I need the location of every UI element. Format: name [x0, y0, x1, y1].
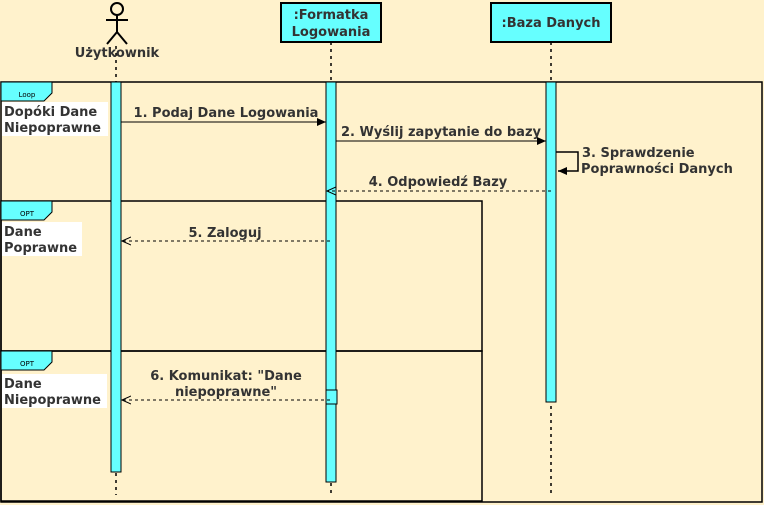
message-4-label: 4. Odpowiedź Bazy [369, 175, 508, 190]
opt-fragment-1-tag: OPT [20, 210, 35, 218]
lifeline-form-label-1: :Formatka [294, 8, 369, 23]
message-6-label-1: 6. Komunikat: "Dane [150, 369, 302, 384]
activation-db [545, 81, 557, 403]
actor-user-icon [106, 2, 128, 45]
activation-form-nested [325, 389, 338, 405]
lifeline-form-header [280, 2, 382, 43]
loop-fragment-tag: Loop [19, 91, 36, 99]
opt-fragment-1-tag-shape [0, 200, 53, 221]
opt-1-guard-2: Poprawne [4, 241, 77, 256]
opt-1-guard-1: Dane [4, 225, 42, 240]
opt-2-guard-bg [2, 374, 107, 408]
loop-fragment-tag-shape [0, 81, 53, 102]
activation-form [325, 81, 337, 483]
message-3-label-2: Poprawności Danych [581, 162, 733, 177]
loop-guard-1: Dopóki Dane [4, 105, 97, 120]
opt-fragment-2-tag-shape [0, 350, 53, 371]
loop-guard-2: Niepoprawne [4, 121, 101, 136]
opt-2-guard-2: Niepoprawne [4, 393, 101, 408]
message-5-label: 5. Zaloguj [188, 226, 261, 241]
message-3-arrow [556, 151, 579, 175]
message-3-label-1: 3. Sprawdzenie [582, 146, 695, 161]
opt-fragment-2 [0, 350, 483, 502]
message-6-label-2: niepoprawne" [175, 385, 277, 400]
lifeline-db-label: :Baza Danych [502, 16, 601, 31]
message-1-label: 1. Podaj Dane Logowania [134, 106, 319, 121]
activation-user [110, 81, 122, 473]
message-2-label: 2. Wyślij zapytanie do bazy [341, 125, 542, 140]
lifeline-db-header [490, 2, 612, 43]
opt-2-guard-1: Dane [4, 377, 42, 392]
opt-fragment-2-tag: OPT [20, 360, 35, 368]
lifeline-form-label-2: Logowania [292, 25, 371, 40]
opt-1-guard-bg [2, 222, 82, 256]
loop-guard-bg [2, 102, 108, 136]
actor-user-label: Użytkownik [75, 46, 160, 61]
